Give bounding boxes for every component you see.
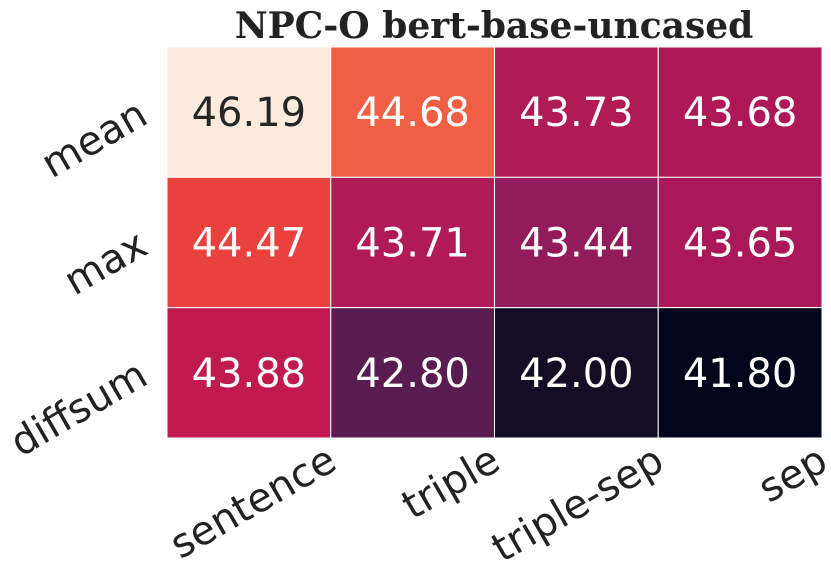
cell-value-label: 42.00 xyxy=(519,351,634,397)
cell-value-label: 43.44 xyxy=(519,221,634,267)
heatmap-cell-mean-triple xyxy=(330,46,495,178)
heatmap-cell-diffsum-sentence xyxy=(166,307,332,439)
cell-value-label: 43.88 xyxy=(192,351,307,397)
cell-value-label: 43.65 xyxy=(683,221,798,267)
heatmap-cell-max-triple-sep xyxy=(494,176,659,309)
heatmap-cells: 46.19 44.68 43.73 43.68 44.47 43.71 43.44 43.65… xyxy=(166,46,823,439)
cell-value-label: 42.80 xyxy=(355,351,470,397)
heatmap-cell-max-sep xyxy=(657,176,823,309)
heatmap-cell-max-sentence xyxy=(166,176,332,309)
heatmap-cell-mean-triple-sep xyxy=(494,46,659,178)
heatmap-cell-diffsum-triple xyxy=(330,307,495,439)
y-tick-label-max: max xyxy=(57,221,155,304)
heatmap-cell-mean-sep xyxy=(657,46,823,178)
cell-value-label: 41.80 xyxy=(683,351,798,397)
heatmap-cell-diffsum-sep xyxy=(657,307,823,439)
x-tick-label-triple-sep: triple-sep xyxy=(484,437,671,572)
cell-value-label: 44.68 xyxy=(355,90,470,136)
cell-value-label: 43.73 xyxy=(519,90,634,136)
chart-title: NPC-O bert-base-uncased xyxy=(235,5,754,47)
cell-value-label: 43.71 xyxy=(355,221,470,267)
cell-value-label: 46.19 xyxy=(192,90,307,136)
y-tick-label-mean: mean xyxy=(34,91,155,188)
x-tick-label-sep: sep xyxy=(751,437,831,512)
x-tick-label-sentence: sentence xyxy=(162,437,344,568)
heatmap-cell-mean-sentence xyxy=(166,46,332,178)
heatmap-cell-max-triple xyxy=(330,176,495,309)
y-axis-tick-labels: mean max diffsum xyxy=(3,91,155,466)
x-tick-label-triple: triple xyxy=(394,437,507,529)
cell-value-label: 44.47 xyxy=(192,221,307,267)
cell-value-label: 43.68 xyxy=(683,90,798,136)
y-tick-label-diffsum: diffsum xyxy=(3,352,155,466)
